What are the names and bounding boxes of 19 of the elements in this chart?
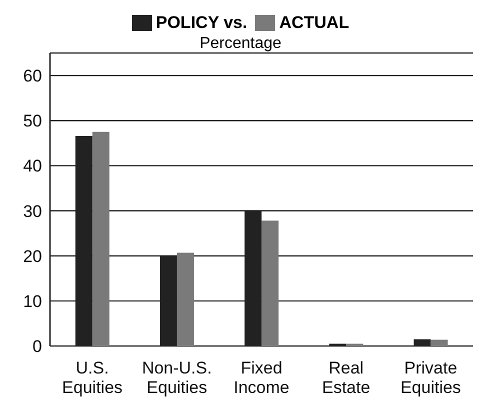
legend-label: ACTUAL	[278, 13, 350, 33]
y-tick-label: 20	[23, 246, 42, 266]
y-tick-label: 50	[23, 112, 42, 131]
bar	[92, 132, 110, 346]
bar	[262, 220, 279, 346]
x-tick-label: U.S. Equities	[62, 358, 123, 397]
y-tick-label: 30	[23, 202, 42, 221]
y-tick-label: 60	[23, 66, 42, 86]
y-tick-label: 40	[23, 156, 42, 176]
y-tick-label: 10	[23, 292, 42, 311]
x-tick-label: Fixed Income	[234, 358, 290, 397]
x-tick-label: Non-U.S. Equities	[142, 358, 212, 397]
bar	[430, 340, 448, 346]
x-tick-label: Real Estate	[322, 358, 370, 397]
bar	[176, 252, 194, 346]
y-tick-label: 0	[32, 337, 42, 356]
chart-subtitle: Percentage	[198, 35, 282, 53]
x-tick-label: Private Equities	[400, 358, 461, 397]
legend-label: POLICY vs.	[154, 13, 248, 33]
